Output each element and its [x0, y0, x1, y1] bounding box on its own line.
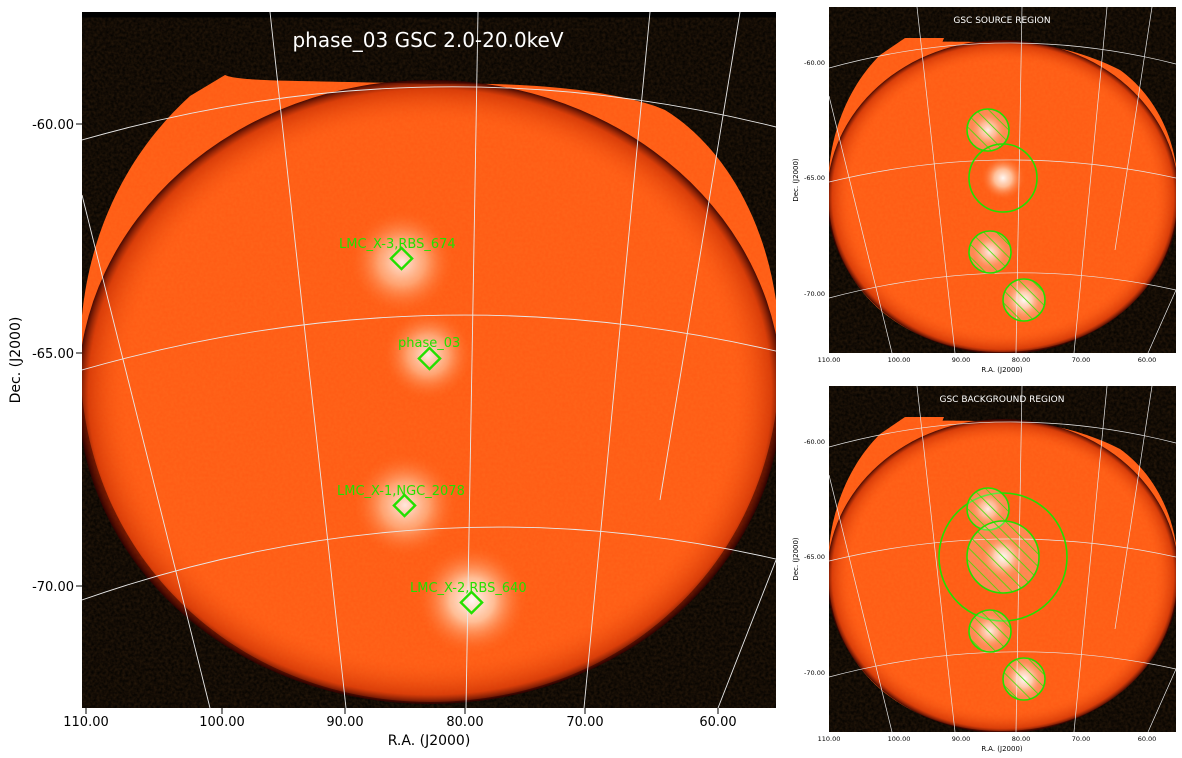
source-glow	[417, 545, 527, 655]
source-glow	[350, 210, 454, 314]
source-label: LMC_X-1,NGC_2078	[337, 484, 465, 499]
x-tick-label: 100.00	[199, 715, 245, 730]
main-map-panel: LMC_X-3,RBS_674 phase_03 LMC_X-1,NGC_207…	[8, 12, 776, 749]
y-tick-label: -65.00	[804, 174, 825, 182]
source-glow	[353, 453, 457, 557]
x-tick-label: 80.00	[446, 715, 483, 730]
excluded-region-circle[interactable]	[1002, 278, 1046, 322]
x-tick-label: 110.00	[818, 356, 841, 364]
x-tick-label: 110.00	[63, 715, 109, 730]
x-tick-label: 110.00	[818, 735, 841, 743]
source-marker[interactable]	[389, 246, 414, 271]
x-tick-label: 60.00	[699, 715, 736, 730]
y-tick-label: -70.00	[804, 290, 825, 298]
source-region-circle[interactable]	[968, 143, 1038, 213]
y-tick-label: -65.00	[32, 347, 74, 362]
x-axis-label: R.A. (J2000)	[981, 366, 1023, 374]
excluded-region-circle[interactable]	[968, 609, 1012, 653]
x-tick-label: 70.00	[1072, 735, 1091, 743]
source-marker[interactable]	[417, 346, 442, 371]
x-tick-label: 100.00	[888, 735, 911, 743]
y-tick-label: -60.00	[32, 118, 74, 133]
source-marker[interactable]	[459, 590, 484, 615]
x-tick-label: 80.00	[1012, 356, 1031, 364]
source-marker[interactable]	[392, 493, 417, 518]
y-tick-label: -70.00	[32, 580, 74, 595]
source-glow	[383, 310, 473, 400]
source-region-circle[interactable]	[966, 108, 1010, 152]
source-label: LMC_X-3,RBS_674	[339, 237, 456, 252]
excluded-region-circle[interactable]	[966, 520, 1040, 594]
source-region-panel: GSC SOURCE REGION -60.00 -65.00 -70.00 1…	[792, 7, 1176, 374]
background-region-panel: GSC BACKGROUND REGION -60.00 -65.00 -70.…	[792, 386, 1176, 753]
y-tick-label: -60.00	[804, 438, 825, 446]
x-tick-label: 90.00	[952, 356, 971, 364]
main-title: phase_03 GSC 2.0-20.0keV	[292, 28, 563, 52]
x-tick-label: 100.00	[888, 356, 911, 364]
excluded-region-circle[interactable]	[1002, 657, 1046, 701]
y-tick-label: -70.00	[804, 669, 825, 677]
x-tick-label: 90.00	[952, 735, 971, 743]
y-axis-label: Dec. (J2000)	[792, 537, 800, 581]
x-tick-label: 80.00	[1012, 735, 1031, 743]
x-axis-label: R.A. (J2000)	[388, 733, 471, 749]
source-label: LMC_X-2,RBS_640	[410, 581, 527, 596]
x-axis-label: R.A. (J2000)	[981, 745, 1023, 753]
background-panel-title: GSC BACKGROUND REGION	[940, 395, 1065, 405]
x-tick-label: 70.00	[1072, 356, 1091, 364]
x-tick-label: 70.00	[566, 715, 603, 730]
x-tick-label: 90.00	[326, 715, 363, 730]
y-tick-label: -65.00	[804, 553, 825, 561]
y-tick-label: -60.00	[804, 59, 825, 67]
y-axis-label: Dec. (J2000)	[8, 317, 24, 404]
x-tick-label: 60.00	[1138, 735, 1157, 743]
coordinate-grid	[82, 12, 776, 708]
y-axis-label: Dec. (J2000)	[792, 158, 800, 202]
excluded-region-circle[interactable]	[968, 230, 1012, 274]
x-tick-label: 60.00	[1138, 356, 1157, 364]
source-label: phase_03	[398, 336, 460, 351]
source-panel-title: GSC SOURCE REGION	[953, 16, 1050, 26]
